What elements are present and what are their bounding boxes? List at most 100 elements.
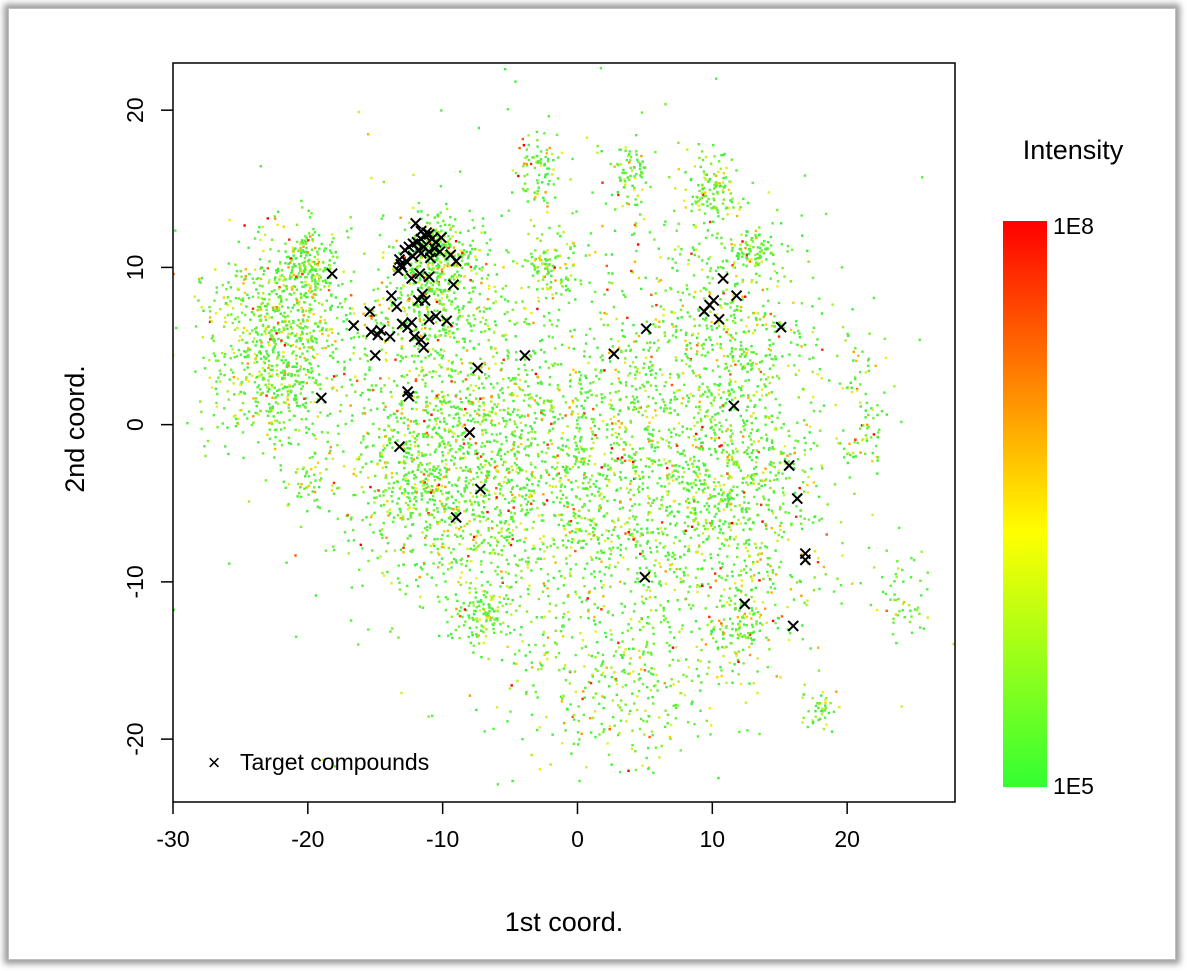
- scatter-point: [525, 528, 529, 531]
- scatter-point: [511, 468, 514, 472]
- scatter-point: [319, 387, 322, 391]
- scatter-point: [461, 315, 464, 318]
- scatter-point: [766, 570, 769, 574]
- scatter-point: [775, 271, 779, 275]
- scatter-point: [724, 538, 727, 541]
- scatter-point: [450, 303, 453, 306]
- scatter-point: [654, 409, 657, 412]
- scatter-point: [332, 481, 336, 485]
- scatter-point: [285, 364, 289, 367]
- scatter-point: [225, 288, 228, 291]
- scatter-point: [292, 254, 295, 257]
- scatter-point: [332, 375, 336, 378]
- scatter-point: [354, 493, 357, 497]
- scatter-point: [688, 585, 691, 588]
- scatter-point: [484, 322, 487, 326]
- scatter-point: [398, 487, 401, 490]
- scatter-point: [274, 447, 277, 451]
- scatter-point: [524, 537, 527, 540]
- scatter-point: [721, 202, 725, 205]
- scatter-point: [831, 303, 834, 306]
- scatter-point: [454, 413, 457, 416]
- scatter-point: [684, 487, 687, 490]
- scatter-point: [531, 666, 534, 669]
- scatter-point: [259, 393, 262, 396]
- scatter-point: [229, 286, 232, 289]
- scatter-point: [483, 487, 486, 490]
- scatter-point: [727, 188, 731, 191]
- scatter-point: [324, 268, 327, 272]
- scatter-point: [411, 486, 414, 489]
- scatter-point: [590, 558, 594, 561]
- scatter-point: [764, 354, 767, 358]
- scatter-point: [683, 545, 687, 548]
- scatter-point: [501, 581, 504, 584]
- scatter-point: [510, 393, 513, 397]
- scatter-point: [780, 426, 783, 430]
- scatter-point: [506, 300, 510, 303]
- scatter-point: [218, 380, 222, 383]
- scatter-point: [664, 527, 667, 530]
- scatter-point: [389, 281, 392, 285]
- scatter-point: [763, 484, 767, 487]
- scatter-point: [426, 263, 430, 266]
- scatter-point: [693, 528, 696, 532]
- scatter-point: [486, 476, 489, 480]
- scatter-point: [580, 600, 584, 604]
- scatter-point: [599, 356, 602, 359]
- scatter-point: [743, 355, 747, 359]
- scatter-point: [689, 482, 693, 485]
- scatter-point: [582, 460, 586, 464]
- scatter-point: [380, 504, 383, 507]
- scatter-point: [763, 314, 767, 317]
- scatter-point: [295, 340, 298, 343]
- scatter-point: [200, 427, 203, 431]
- scatter-point: [369, 408, 373, 412]
- scatter-point: [264, 479, 268, 482]
- scatter-point: [422, 241, 425, 245]
- scatter-point: [577, 416, 580, 419]
- scatter-point: [656, 482, 659, 485]
- scatter-point: [416, 287, 420, 290]
- scatter-point: [212, 414, 215, 417]
- scatter-point: [417, 265, 420, 268]
- scatter-point: [702, 491, 705, 494]
- scatter-point: [490, 433, 494, 436]
- scatter-point: [453, 456, 457, 460]
- scatter-point: [553, 362, 556, 365]
- scatter-point: [462, 346, 465, 349]
- scatter-point: [488, 284, 491, 288]
- scatter-point: [436, 547, 439, 551]
- scatter-point: [413, 360, 416, 363]
- scatter-point: [236, 315, 239, 319]
- scatter-point: [618, 426, 621, 429]
- scatter-point: [298, 381, 301, 384]
- scatter-point: [702, 287, 706, 290]
- scatter-point: [296, 404, 299, 407]
- scatter-point: [425, 435, 428, 439]
- scatter-point: [790, 575, 794, 579]
- scatter-point: [425, 404, 428, 408]
- scatter-point: [481, 465, 484, 469]
- scatter-point: [331, 484, 334, 487]
- scatter-point: [541, 541, 544, 544]
- scatter-point: [597, 536, 600, 540]
- scatter-point: [770, 509, 774, 512]
- scatter-point: [447, 491, 450, 495]
- scatter-point: [423, 332, 426, 336]
- scatter-point: [431, 472, 434, 476]
- scatter-point: [257, 413, 260, 416]
- scatter-point: [692, 223, 696, 227]
- scatter-point: [458, 416, 461, 420]
- scatter-point: [345, 230, 349, 233]
- scatter-point: [444, 243, 447, 247]
- scatter-point: [701, 382, 704, 385]
- scatter-point: [747, 396, 750, 399]
- scatter-point: [619, 471, 622, 474]
- scatter-point: [533, 399, 536, 402]
- scatter-point: [622, 556, 625, 559]
- scatter-point: [696, 567, 699, 571]
- scatter-point: [304, 417, 308, 421]
- scatter-point: [438, 520, 441, 523]
- scatter-point: [282, 351, 285, 354]
